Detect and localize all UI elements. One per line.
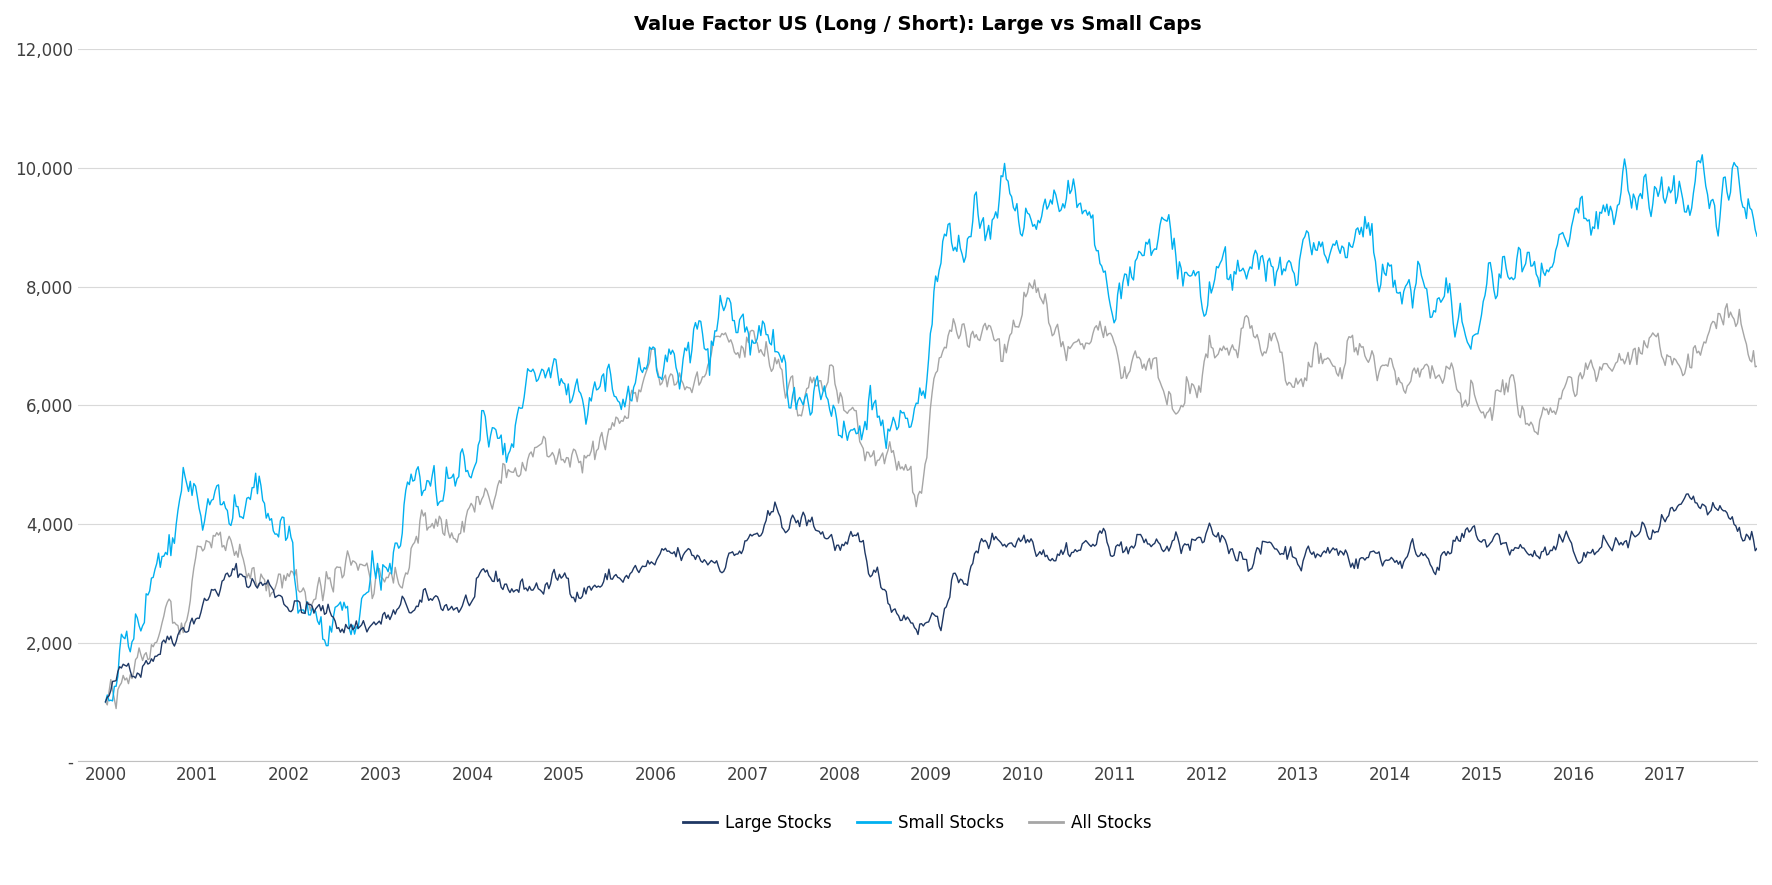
Legend: Large Stocks, Small Stocks, All Stocks: Large Stocks, Small Stocks, All Stocks <box>677 807 1159 838</box>
Title: Value Factor US (Long / Short): Large vs Small Caps: Value Factor US (Long / Short): Large vs… <box>634 15 1201 34</box>
